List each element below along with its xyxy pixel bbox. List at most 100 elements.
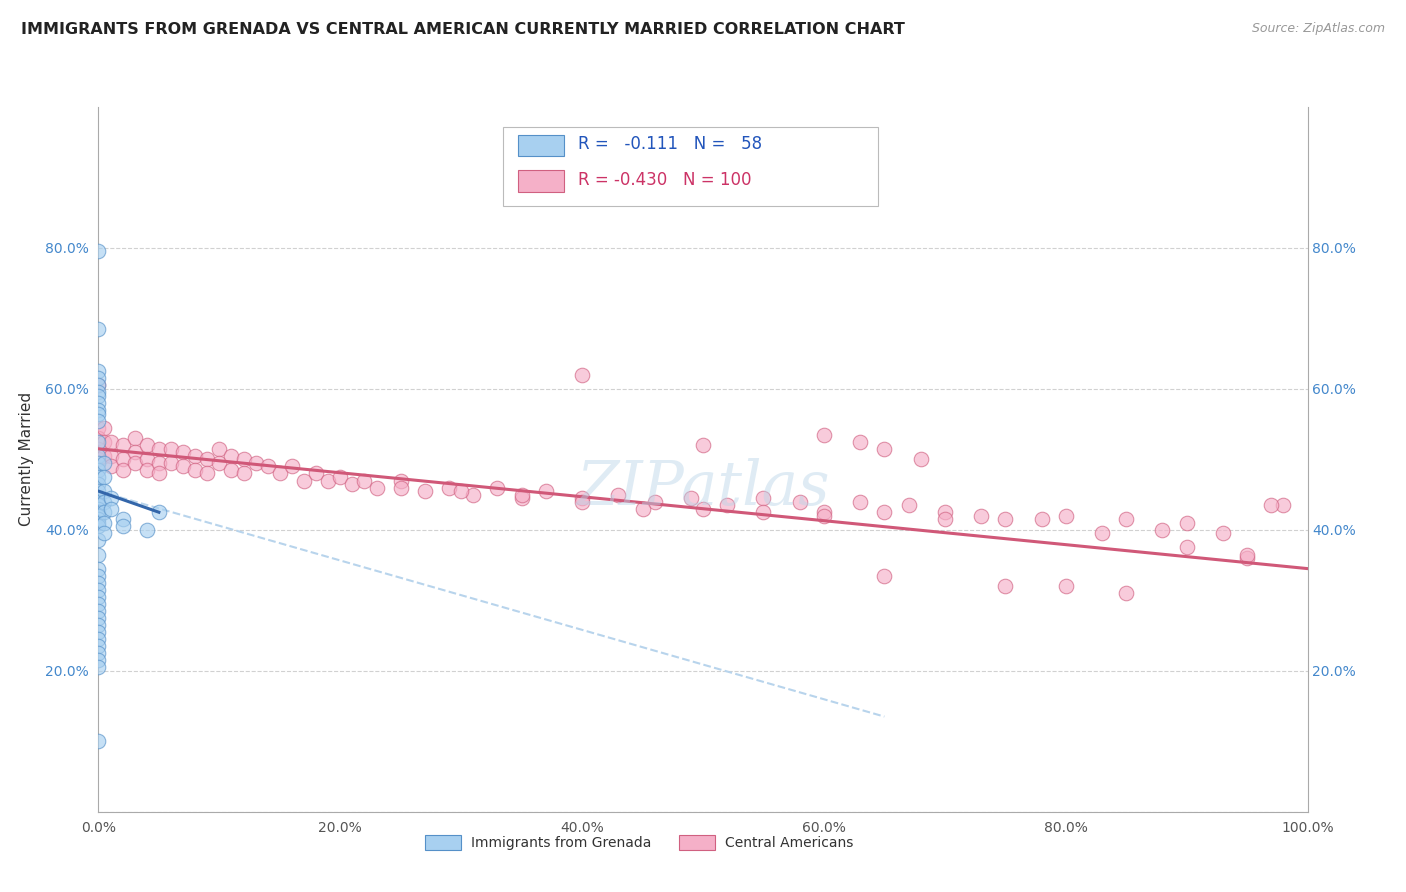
Point	[135, 438, 157, 452]
Point	[716, 498, 738, 512]
Point	[160, 456, 183, 470]
Point	[269, 467, 291, 481]
Point	[148, 467, 170, 481]
Point	[221, 463, 243, 477]
Point	[413, 484, 436, 499]
Text: R =   -0.111   N =   58: R = -0.111 N = 58	[578, 136, 762, 153]
Point	[93, 494, 115, 508]
Point	[849, 494, 872, 508]
Point	[87, 533, 110, 548]
Point	[87, 512, 110, 526]
Point	[87, 371, 110, 385]
Point	[87, 561, 110, 575]
Point	[486, 481, 509, 495]
Point	[135, 523, 157, 537]
Point	[208, 442, 231, 456]
Point	[353, 474, 375, 488]
Point	[93, 505, 115, 519]
Point	[232, 467, 254, 481]
Point	[93, 526, 115, 541]
Point	[1175, 516, 1198, 530]
Point	[1272, 498, 1295, 512]
Point	[813, 505, 835, 519]
Point	[1175, 541, 1198, 555]
Point	[292, 474, 315, 488]
FancyBboxPatch shape	[425, 835, 461, 850]
Point	[87, 568, 110, 582]
Point	[342, 477, 364, 491]
Point	[789, 494, 811, 508]
FancyBboxPatch shape	[517, 136, 564, 156]
Point	[1212, 526, 1234, 541]
Point	[897, 498, 920, 512]
Point	[87, 501, 110, 516]
Point	[93, 470, 115, 484]
Text: R = -0.430   N = 100: R = -0.430 N = 100	[578, 170, 752, 188]
Point	[87, 470, 110, 484]
Point	[245, 456, 267, 470]
Point	[970, 508, 993, 523]
Point	[111, 438, 134, 452]
Point	[124, 456, 146, 470]
Point	[450, 484, 472, 499]
Point	[87, 734, 110, 748]
Text: ZIPatlas: ZIPatlas	[576, 458, 830, 517]
Point	[329, 470, 352, 484]
Point	[873, 442, 896, 456]
Point	[87, 414, 110, 428]
Point	[148, 456, 170, 470]
Point	[100, 501, 122, 516]
Point	[100, 491, 122, 505]
Point	[87, 434, 110, 449]
FancyBboxPatch shape	[517, 170, 564, 192]
Point	[93, 420, 115, 434]
Point	[100, 449, 122, 463]
Point	[389, 474, 412, 488]
Point	[111, 512, 134, 526]
Y-axis label: Currently Married: Currently Married	[18, 392, 34, 526]
Point	[160, 442, 183, 456]
Point	[571, 368, 593, 382]
FancyBboxPatch shape	[503, 127, 879, 206]
Point	[87, 575, 110, 590]
Point	[1236, 548, 1258, 562]
Point	[87, 582, 110, 597]
Point	[692, 438, 714, 452]
Point	[813, 508, 835, 523]
Point	[366, 481, 388, 495]
Point	[87, 653, 110, 667]
Point	[172, 459, 194, 474]
Point	[184, 449, 207, 463]
Point	[437, 481, 460, 495]
Point	[87, 519, 110, 533]
Point	[87, 604, 110, 618]
Point	[87, 407, 110, 421]
Point	[1091, 526, 1114, 541]
Text: Immigrants from Grenada: Immigrants from Grenada	[471, 836, 651, 850]
Point	[1260, 498, 1282, 512]
Point	[1054, 579, 1077, 593]
Point	[87, 389, 110, 403]
Point	[208, 456, 231, 470]
Point	[232, 452, 254, 467]
Point	[87, 484, 110, 499]
Point	[87, 378, 110, 392]
Point	[752, 505, 775, 519]
Point	[124, 445, 146, 459]
Point	[1115, 586, 1137, 600]
Point	[87, 632, 110, 646]
Point	[692, 501, 714, 516]
Point	[1236, 551, 1258, 566]
Point	[87, 494, 110, 508]
Text: Central Americans: Central Americans	[724, 836, 853, 850]
Point	[463, 487, 485, 501]
Point	[87, 456, 110, 470]
Point	[87, 597, 110, 611]
Point	[510, 491, 533, 505]
Point	[93, 484, 115, 499]
Point	[910, 452, 932, 467]
Point	[87, 452, 110, 467]
Point	[994, 512, 1017, 526]
Point	[135, 452, 157, 467]
Point	[849, 434, 872, 449]
